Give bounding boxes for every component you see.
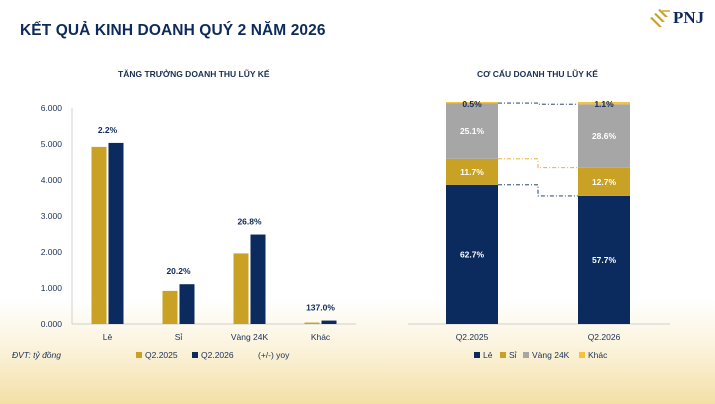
right-chart-title: CƠ CẤU DOANH THU LŨY KẾ	[477, 69, 598, 79]
left-y-tick-label: 5.000	[41, 139, 63, 149]
right-bar-segment-khac	[446, 102, 498, 104]
legend-vang: Vàng 24K	[523, 350, 569, 360]
legend-swatch-vang	[523, 352, 529, 358]
legend-label-le: Lẻ	[483, 350, 493, 360]
left-yoy-label: 137.0%	[306, 303, 335, 313]
left-x-tick-label: Khác	[311, 332, 331, 342]
legend-q2-2025: Q2.2025	[136, 350, 178, 360]
left-yoy-label: 2.2%	[98, 125, 118, 135]
left-bar-q2-2025	[162, 290, 178, 324]
left-bar-q2-2025	[304, 322, 320, 324]
brand-logo-text: PNJ	[673, 8, 705, 27]
right-segment-label: 12.7%	[592, 177, 617, 187]
unit-note: ĐVT: tỷ đồng	[12, 350, 61, 360]
pnj-logo-icon	[650, 9, 670, 27]
legend-label-vang: Vàng 24K	[532, 350, 570, 360]
left-y-tick-label: 3.000	[41, 211, 63, 221]
left-bar-q2-2026	[108, 142, 124, 324]
legend-label-khac: Khác	[588, 350, 608, 360]
legend-si: Sỉ	[500, 350, 517, 360]
left-y-tick-label: 1.000	[41, 283, 63, 293]
right-x-tick-label: Q2.2025	[456, 332, 489, 342]
page-title: KẾT QUẢ KINH DOANH QUÝ 2 NĂM 2026	[20, 22, 326, 39]
legend-label-q2-2026: Q2.2026	[201, 350, 234, 360]
right-bar-segment-khac	[578, 102, 630, 105]
legend-swatch-gold	[136, 352, 142, 358]
left-x-tick-label: Lẻ	[103, 332, 113, 342]
left-x-tick-label: Sỉ	[175, 332, 183, 342]
left-yoy-label: 26.8%	[237, 217, 262, 227]
legend-label-yoy: (+/-) yoy	[258, 350, 290, 360]
legend-le: Lẻ	[474, 350, 492, 360]
right-segment-label: 62.7%	[460, 249, 485, 259]
left-bar-q2-2026	[321, 320, 337, 324]
legend-label-si: Sỉ	[509, 350, 517, 360]
left-yoy-label: 20.2%	[166, 266, 191, 276]
left-chart-title: TĂNG TRƯỞNG DOANH THU LŨY KẾ	[118, 69, 270, 79]
legend-label-q2-2025: Q2.2025	[145, 350, 178, 360]
right-segment-label: 25.1%	[460, 126, 485, 136]
right-x-tick-label: Q2.2026	[588, 332, 621, 342]
right-segment-label: 28.6%	[592, 131, 617, 141]
left-bar-q2-2026	[179, 284, 195, 324]
legend-swatch-le	[474, 352, 480, 358]
legend-swatch-si	[500, 352, 506, 358]
right-connector-line	[498, 158, 578, 169]
right-segment-label: 1.1%	[594, 99, 614, 109]
legend-q2-2026: Q2.2026	[192, 350, 234, 360]
right-connector-line	[498, 184, 578, 197]
right-bar-segment-le	[578, 195, 630, 324]
left-bar-q2-2026	[250, 234, 266, 324]
right-segment-label: 11.7%	[460, 167, 484, 177]
left-bar-q2-2025	[91, 146, 107, 324]
left-y-tick-label: 6.000	[41, 103, 63, 113]
right-segment-label: 0.5%	[462, 99, 482, 109]
right-bar-segment-si	[578, 167, 630, 196]
right-bar-segment-vang-24k	[578, 104, 630, 168]
legend-khac: Khác	[579, 350, 607, 360]
right-bar-segment-le	[446, 184, 498, 324]
right-connector-line	[498, 102, 578, 105]
left-y-tick-label: 4.000	[41, 175, 63, 185]
left-x-tick-label: Vàng 24K	[231, 332, 269, 342]
left-y-tick-label: 0.000	[41, 319, 63, 329]
right-bar-segment-vang-24k	[446, 103, 498, 159]
legend-yoy: (+/-) yoy	[258, 350, 289, 360]
legend-swatch-navy	[192, 352, 198, 358]
left-bar-q2-2025	[233, 253, 249, 324]
right-segment-label: 57.7%	[592, 255, 617, 265]
right-bar-segment-si	[446, 158, 498, 185]
legend-swatch-khac	[579, 352, 585, 358]
left-y-tick-label: 2.000	[41, 247, 63, 257]
